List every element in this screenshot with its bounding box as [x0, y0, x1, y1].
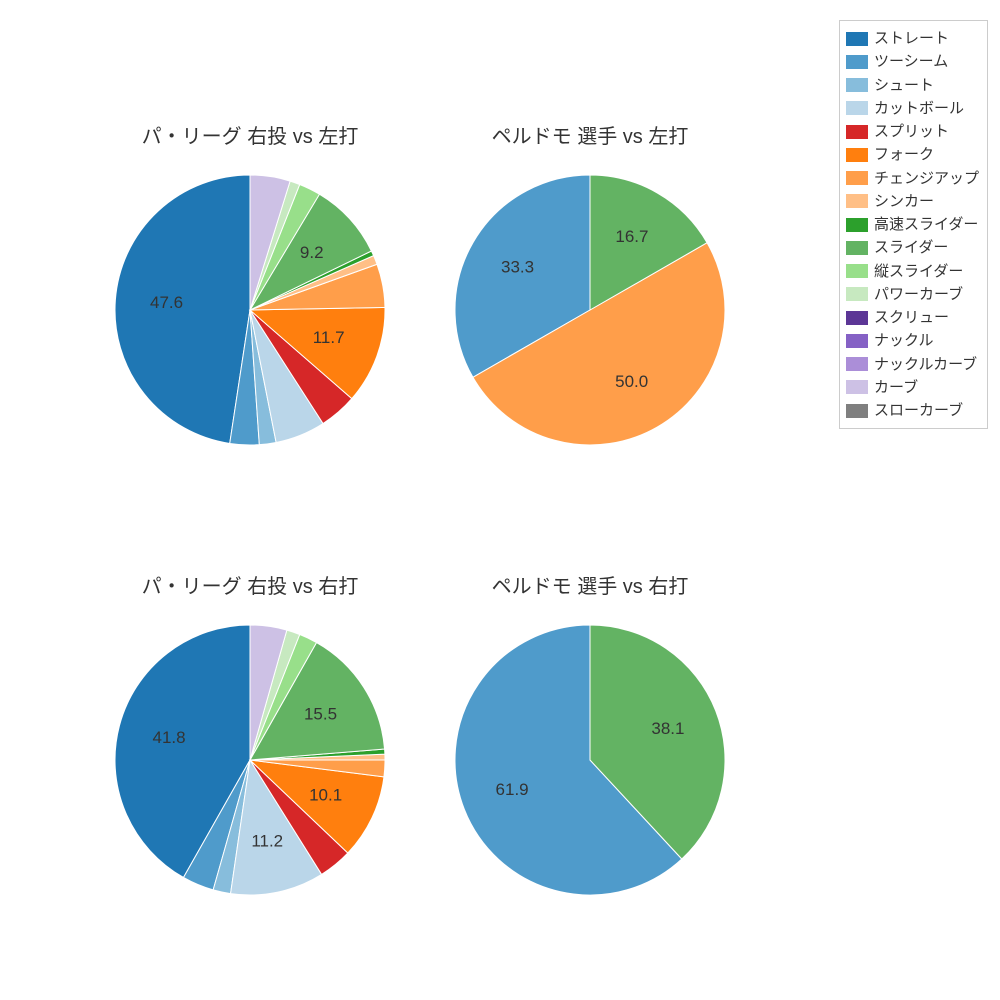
legend-swatch — [846, 78, 868, 92]
chart-title-tl: パ・リーグ 右投 vs 左打 — [100, 120, 400, 149]
legend-swatch — [846, 287, 868, 301]
pie-slice-label: 11.2 — [251, 831, 283, 850]
legend-swatch — [846, 218, 868, 232]
pie-slice-label: 38.1 — [651, 719, 684, 738]
legend-swatch — [846, 125, 868, 139]
legend-label: スライダー — [874, 236, 948, 259]
pie-slice-label: 47.6 — [150, 293, 183, 312]
legend-label: ストレート — [874, 27, 949, 50]
chart-title-bl: パ・リーグ 右投 vs 右打 — [100, 570, 400, 599]
legend-label: 高速スライダー — [874, 213, 978, 236]
legend-label: 縦スライダー — [874, 260, 963, 283]
legend-label: パワーカーブ — [874, 283, 963, 306]
legend-item: 縦スライダー — [846, 260, 979, 283]
chart-grid: パ・リーグ 右投 vs 左打 ペルドモ 選手 vs 左打 パ・リーグ 右投 vs… — [0, 0, 1000, 1000]
chart-title-br: ペルドモ 選手 vs 右打 — [440, 570, 740, 599]
legend-swatch — [846, 148, 868, 162]
pie-slice-label: 15.5 — [304, 704, 337, 723]
legend-label: スプリット — [874, 120, 949, 143]
legend-item: カーブ — [846, 376, 979, 399]
legend-swatch — [846, 334, 868, 348]
legend-item: シンカー — [846, 190, 979, 213]
legend-label: シンカー — [874, 190, 934, 213]
pie-chart-tr: 33.3 50.0 16.7 — [440, 160, 740, 460]
pie-slice-label: 9.2 — [300, 243, 324, 262]
legend-swatch — [846, 32, 868, 46]
legend-swatch — [846, 194, 868, 208]
legend-item: スライダー — [846, 236, 979, 259]
legend-swatch — [846, 55, 868, 69]
legend-item: ナックル — [846, 329, 979, 352]
legend-swatch — [846, 171, 868, 185]
legend-label: フォーク — [874, 143, 934, 166]
legend-item: フォーク — [846, 143, 979, 166]
pie-slice-label: 16.7 — [615, 227, 648, 246]
legend-swatch — [846, 404, 868, 418]
pie-chart-bl: 41.8 11.2 10.1 15.5 — [100, 610, 400, 910]
legend-swatch — [846, 380, 868, 394]
legend-item: スプリット — [846, 120, 979, 143]
legend-item: カットボール — [846, 97, 979, 120]
chart-title-tr: ペルドモ 選手 vs 左打 — [440, 120, 740, 149]
legend-swatch — [846, 311, 868, 325]
legend-item: シュート — [846, 74, 979, 97]
pie-chart-tl: 47.6 11.7 9.2 — [100, 160, 400, 460]
legend-label: スクリュー — [874, 306, 949, 329]
legend-item: パワーカーブ — [846, 283, 979, 306]
legend-label: カットボール — [874, 97, 964, 120]
legend-label: ツーシーム — [874, 50, 948, 73]
legend-swatch — [846, 241, 868, 255]
pie-slice-label: 50.0 — [615, 372, 648, 391]
legend-item: ナックルカーブ — [846, 353, 979, 376]
legend-label: チェンジアップ — [874, 167, 979, 190]
pie-chart-br: 61.9 38.1 — [440, 610, 740, 910]
legend-item: ツーシーム — [846, 50, 979, 73]
legend: ストレートツーシームシュートカットボールスプリットフォークチェンジアップシンカー… — [839, 20, 988, 429]
legend-item: スローカーブ — [846, 399, 979, 422]
legend-swatch — [846, 357, 868, 371]
pie-slice-label: 61.9 — [496, 780, 529, 799]
legend-swatch — [846, 101, 868, 115]
legend-item: 高速スライダー — [846, 213, 979, 236]
pie-slice-label: 10.1 — [309, 785, 342, 804]
pie-slice-label: 33.3 — [501, 258, 534, 277]
legend-label: スローカーブ — [874, 399, 963, 422]
legend-item: チェンジアップ — [846, 167, 979, 190]
legend-swatch — [846, 264, 868, 278]
legend-label: ナックルカーブ — [874, 353, 977, 376]
legend-label: カーブ — [874, 376, 918, 399]
legend-item: スクリュー — [846, 306, 979, 329]
legend-label: ナックル — [874, 329, 934, 352]
legend-item: ストレート — [846, 27, 979, 50]
pie-slice-label: 11.7 — [313, 328, 345, 347]
pie-slice-label: 41.8 — [153, 728, 186, 747]
legend-label: シュート — [874, 74, 934, 97]
